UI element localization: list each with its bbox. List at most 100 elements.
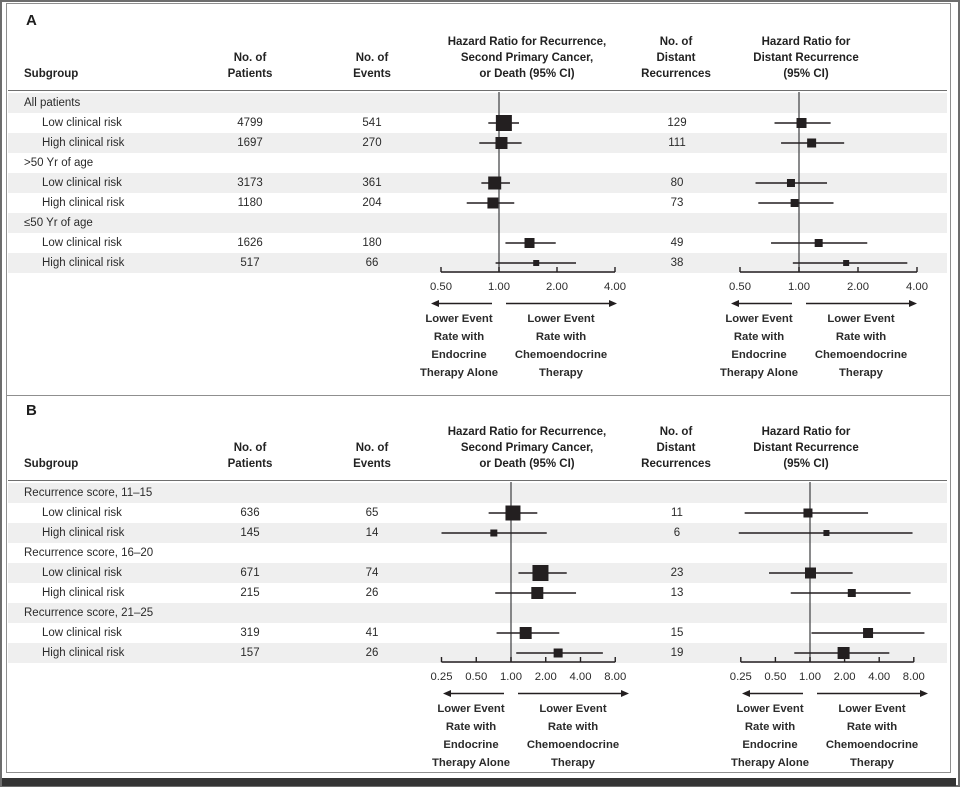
column-header-line: Hazard Ratio for Recurrence, <box>447 36 607 48</box>
subgroup-label: Low clinical risk <box>42 237 122 249</box>
row-stripe <box>8 603 947 623</box>
distant-recurrences-value: 111 <box>668 137 686 149</box>
column-header-patients: No. of Patients <box>228 440 273 472</box>
subgroup-label: Recurrence score, 11–15 <box>24 487 153 499</box>
subgroup-label: High clinical risk <box>42 647 125 659</box>
subgroup-label: ≤50 Yr of age <box>24 217 93 229</box>
column-header-line: Recurrences <box>641 68 711 80</box>
events-value: 180 <box>362 237 382 249</box>
subgroup-label: High clinical risk <box>42 587 125 599</box>
column-header-hr_death: Hazard Ratio for Recurrence, Second Prima… <box>448 34 607 82</box>
column-header-line: No. of <box>659 36 693 48</box>
panel-divider <box>6 395 951 396</box>
subgroup-label: High clinical risk <box>42 527 125 539</box>
patients-value: 157 <box>240 647 260 659</box>
column-header-hr_distant: Hazard Ratio for Distant Recurrence (95% C… <box>753 34 858 82</box>
distant-recurrences-value: 49 <box>670 237 684 249</box>
patients-value: 215 <box>240 587 260 599</box>
panel-b-label: B <box>26 402 37 419</box>
column-header-line: (95% CI) <box>783 68 829 80</box>
column-header-distant: No. of Distant Recurrences <box>641 424 711 472</box>
bottom-bar <box>2 778 956 786</box>
events-value: 26 <box>365 647 379 659</box>
column-header-subgroup: Subgroup <box>24 456 78 472</box>
column-header-line: Hazard Ratio for <box>761 36 851 48</box>
row-stripe <box>8 253 947 273</box>
events-value: 26 <box>365 587 379 599</box>
distant-recurrences-value: 73 <box>670 197 684 209</box>
distant-recurrences-value: 19 <box>670 647 684 659</box>
column-header-line: Distant Recurrence <box>753 52 859 64</box>
column-header-line: Patients <box>227 68 273 80</box>
panel-a-label: A <box>26 12 37 29</box>
distant-recurrences-value: 11 <box>671 507 683 519</box>
subgroup-label: >50 Yr of age <box>24 157 94 169</box>
column-header-line: or Death (95% CI) <box>479 68 575 80</box>
column-header-line: No. of <box>355 442 389 454</box>
column-header-hr_distant: Hazard Ratio for Distant Recurrence (95% C… <box>753 424 858 472</box>
row-stripe <box>8 563 947 583</box>
patients-value: 1626 <box>237 237 263 249</box>
subgroup-label: Low clinical risk <box>42 507 122 519</box>
patients-value: 671 <box>240 567 260 579</box>
column-header-line: or Death (95% CI) <box>479 458 575 470</box>
subgroup-label: Recurrence score, 21–25 <box>24 607 154 619</box>
row-stripe <box>8 483 947 503</box>
column-header-line: Subgroup <box>24 458 79 470</box>
events-value: 41 <box>365 627 379 639</box>
column-header-line: No. of <box>233 442 267 454</box>
column-header-events: No. of Events <box>353 440 391 472</box>
column-header-line: (95% CI) <box>783 458 829 470</box>
subgroup-label: All patients <box>24 97 81 109</box>
events-value: 74 <box>365 567 379 579</box>
column-header-line: Patients <box>227 458 273 470</box>
row-stripe <box>8 173 947 193</box>
events-value: 204 <box>362 197 382 209</box>
distant-recurrences-value: 38 <box>670 257 684 269</box>
column-header-subgroup: Subgroup <box>24 66 78 82</box>
header-rule <box>8 90 947 91</box>
column-header-line: Hazard Ratio for Recurrence, <box>447 426 607 438</box>
events-value: 270 <box>362 137 382 149</box>
column-header-line: Subgroup <box>24 68 79 80</box>
column-header-line: Second Primary Cancer, <box>460 442 594 454</box>
row-stripe <box>8 213 947 233</box>
distant-recurrences-value: 23 <box>670 567 684 579</box>
patients-value: 4799 <box>237 117 263 129</box>
subgroup-label: High clinical risk <box>42 137 125 149</box>
column-header-line: Distant <box>656 52 696 64</box>
events-value: 361 <box>362 177 382 189</box>
column-header-patients: No. of Patients <box>228 50 273 82</box>
events-value: 66 <box>365 257 379 269</box>
column-header-line: Distant <box>656 442 696 454</box>
subgroup-label: Recurrence score, 16–20 <box>24 547 154 559</box>
subgroup-label: Low clinical risk <box>42 117 122 129</box>
events-value: 14 <box>365 527 379 539</box>
distant-recurrences-value: 129 <box>667 117 687 129</box>
subgroup-label: High clinical risk <box>42 257 125 269</box>
distant-recurrences-value: 15 <box>670 627 684 639</box>
header-rule <box>8 480 947 481</box>
column-header-line: Events <box>353 68 391 80</box>
column-header-line: Second Primary Cancer, <box>460 52 594 64</box>
column-header-line: Events <box>353 458 391 470</box>
column-header-distant: No. of Distant Recurrences <box>641 34 711 82</box>
patients-value: 1180 <box>237 197 263 209</box>
patients-value: 1697 <box>237 137 263 149</box>
column-header-events: No. of Events <box>353 50 391 82</box>
patients-value: 636 <box>240 507 260 519</box>
row-stripe <box>8 523 947 543</box>
distant-recurrences-value: 6 <box>673 527 681 539</box>
subgroup-label: Low clinical risk <box>42 177 122 189</box>
subgroup-label: High clinical risk <box>42 197 125 209</box>
row-stripe <box>8 133 947 153</box>
column-header-hr_death: Hazard Ratio for Recurrence, Second Prima… <box>448 424 607 472</box>
column-header-line: No. of <box>659 426 693 438</box>
column-header-line: No. of <box>233 52 267 64</box>
column-header-line: No. of <box>355 52 389 64</box>
patients-value: 3173 <box>237 177 263 189</box>
subgroup-label: Low clinical risk <box>42 567 122 579</box>
column-header-line: Distant Recurrence <box>753 442 859 454</box>
patients-value: 319 <box>240 627 260 639</box>
